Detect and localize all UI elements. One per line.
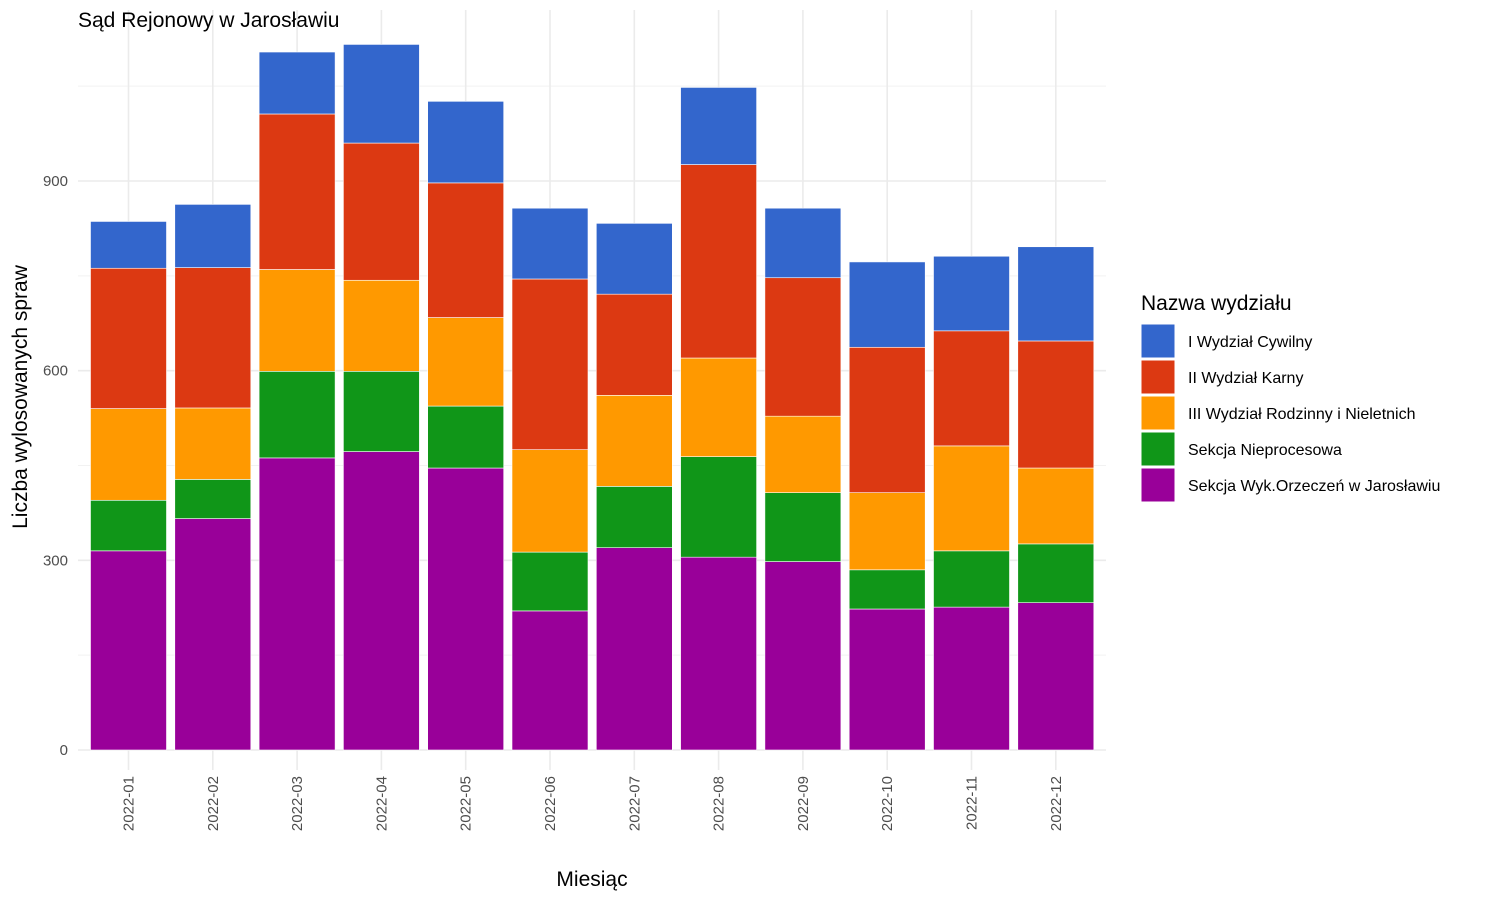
- legend-label: Sekcja Nieprocesowa: [1188, 442, 1342, 459]
- bar-segment: [258, 370, 336, 459]
- x-tick-label: 2022-05: [458, 776, 475, 831]
- legend-swatch: [1140, 359, 1176, 395]
- bar-segment: [848, 569, 926, 610]
- legend-swatch: [1140, 395, 1176, 431]
- bar-segment: [933, 330, 1010, 447]
- x-tick-label: 2022-12: [1048, 776, 1065, 831]
- x-tick-label: 2022-10: [879, 776, 896, 831]
- bar-segment: [343, 451, 420, 751]
- bar-segment: [511, 610, 589, 751]
- bar-segment: [848, 346, 926, 493]
- bar-segment: [174, 267, 252, 409]
- bar-segment: [933, 550, 1010, 608]
- bar-segment: [174, 518, 252, 751]
- bar-segment: [680, 357, 757, 457]
- x-axis-title: Miesiąc: [556, 868, 627, 891]
- bar-segment: [258, 457, 336, 751]
- bar-segment: [511, 207, 589, 280]
- bar-segment: [90, 267, 167, 409]
- bar-segment: [764, 492, 842, 562]
- y-tick-label: 0: [60, 742, 68, 759]
- x-tick-label: 2022-03: [289, 776, 306, 831]
- bar-segment: [933, 606, 1010, 751]
- legend: Nazwa wydziału I Wydział Cywilny II Wydzi…: [1140, 292, 1440, 503]
- bar-segment: [933, 445, 1010, 552]
- bar-segment: [933, 255, 1010, 332]
- bar-segment: [90, 408, 167, 501]
- legend-label: Sekcja Wyk.Orzeczeń w Jarosławiu: [1188, 478, 1440, 495]
- bar-segment: [90, 550, 167, 751]
- bar-segment: [764, 277, 842, 417]
- legend-label: III Wydział Rodzinny i Nieletnich: [1188, 406, 1416, 423]
- x-tick-label: 2022-11: [964, 776, 981, 830]
- bar-segment: [848, 492, 926, 571]
- bar-segment: [427, 182, 505, 318]
- bar-segment: [511, 278, 589, 450]
- x-tick-label: 2022-09: [795, 776, 812, 831]
- y-tick-labels: 0 300 600 900: [43, 173, 68, 759]
- bar-segment: [764, 207, 842, 279]
- bar-segment: [258, 269, 336, 372]
- bar-segment: [90, 221, 167, 269]
- legend-items: I Wydział Cywilny II Wydział Karny III Wyd…: [1140, 323, 1440, 503]
- bar-segment: [595, 486, 673, 548]
- bar-segment: [595, 293, 673, 396]
- bar-segment: [848, 261, 926, 348]
- bar-segment: [595, 395, 673, 487]
- bar-segment: [848, 608, 926, 751]
- bar-segment: [1017, 340, 1095, 469]
- x-tick-label: 2022-04: [373, 776, 390, 831]
- x-tick-label: 2022-02: [205, 776, 222, 831]
- x-tick-label: 2022-01: [121, 776, 138, 831]
- legend-label: II Wydział Karny: [1188, 370, 1303, 387]
- x-tick-label: 2022-08: [711, 776, 728, 831]
- y-tick-label: 300: [43, 552, 68, 569]
- bar-segment: [1017, 543, 1095, 603]
- chart-title: Sąd Rejonowy w Jarosławiu: [78, 9, 339, 32]
- bar-segment: [595, 223, 673, 295]
- x-tick-label: 2022-07: [626, 776, 643, 831]
- bar-segment: [511, 551, 589, 612]
- y-tick-label: 600: [43, 363, 68, 380]
- bar-segment: [174, 204, 252, 268]
- bar-segment: [343, 370, 420, 452]
- bar-segment: [764, 561, 842, 751]
- bar-segment: [1017, 246, 1095, 342]
- bar-segment: [680, 87, 757, 165]
- bar-segment: [1017, 602, 1095, 751]
- legend-swatch: [1140, 467, 1176, 503]
- bar-segment: [427, 317, 505, 407]
- legend-label: I Wydział Cywilny: [1188, 334, 1312, 351]
- bar-segment: [680, 556, 757, 751]
- bar-segment: [1017, 467, 1095, 545]
- bar-segment: [343, 44, 420, 144]
- y-axis-title: Liczba wylosowanych spraw: [9, 264, 32, 529]
- bar-segment: [343, 142, 420, 281]
- bar-segment: [174, 479, 252, 519]
- bar-segment: [174, 407, 252, 480]
- bar-segment: [680, 456, 757, 558]
- bar-segment: [258, 113, 336, 270]
- x-tick-label: 2022-06: [542, 776, 559, 831]
- bar-segment: [511, 449, 589, 553]
- legend-swatch: [1140, 431, 1176, 467]
- legend-title: Nazwa wydziału: [1141, 292, 1292, 315]
- bar-segment: [343, 279, 420, 372]
- bar-segment: [764, 415, 842, 493]
- y-tick-label: 900: [43, 173, 68, 190]
- legend-swatch: [1140, 323, 1176, 359]
- bar-segment: [427, 101, 505, 184]
- bar-segment: [427, 467, 505, 751]
- bars-layer: [90, 44, 1095, 751]
- bar-segment: [427, 405, 505, 469]
- bar-segment: [258, 51, 336, 115]
- bar-segment: [595, 547, 673, 751]
- x-tick-labels: 2022-01 2022-02 2022-03 2022-04 2022-05 2022-…: [121, 776, 1065, 831]
- bar-segment: [680, 164, 757, 359]
- bar-segment: [90, 499, 167, 552]
